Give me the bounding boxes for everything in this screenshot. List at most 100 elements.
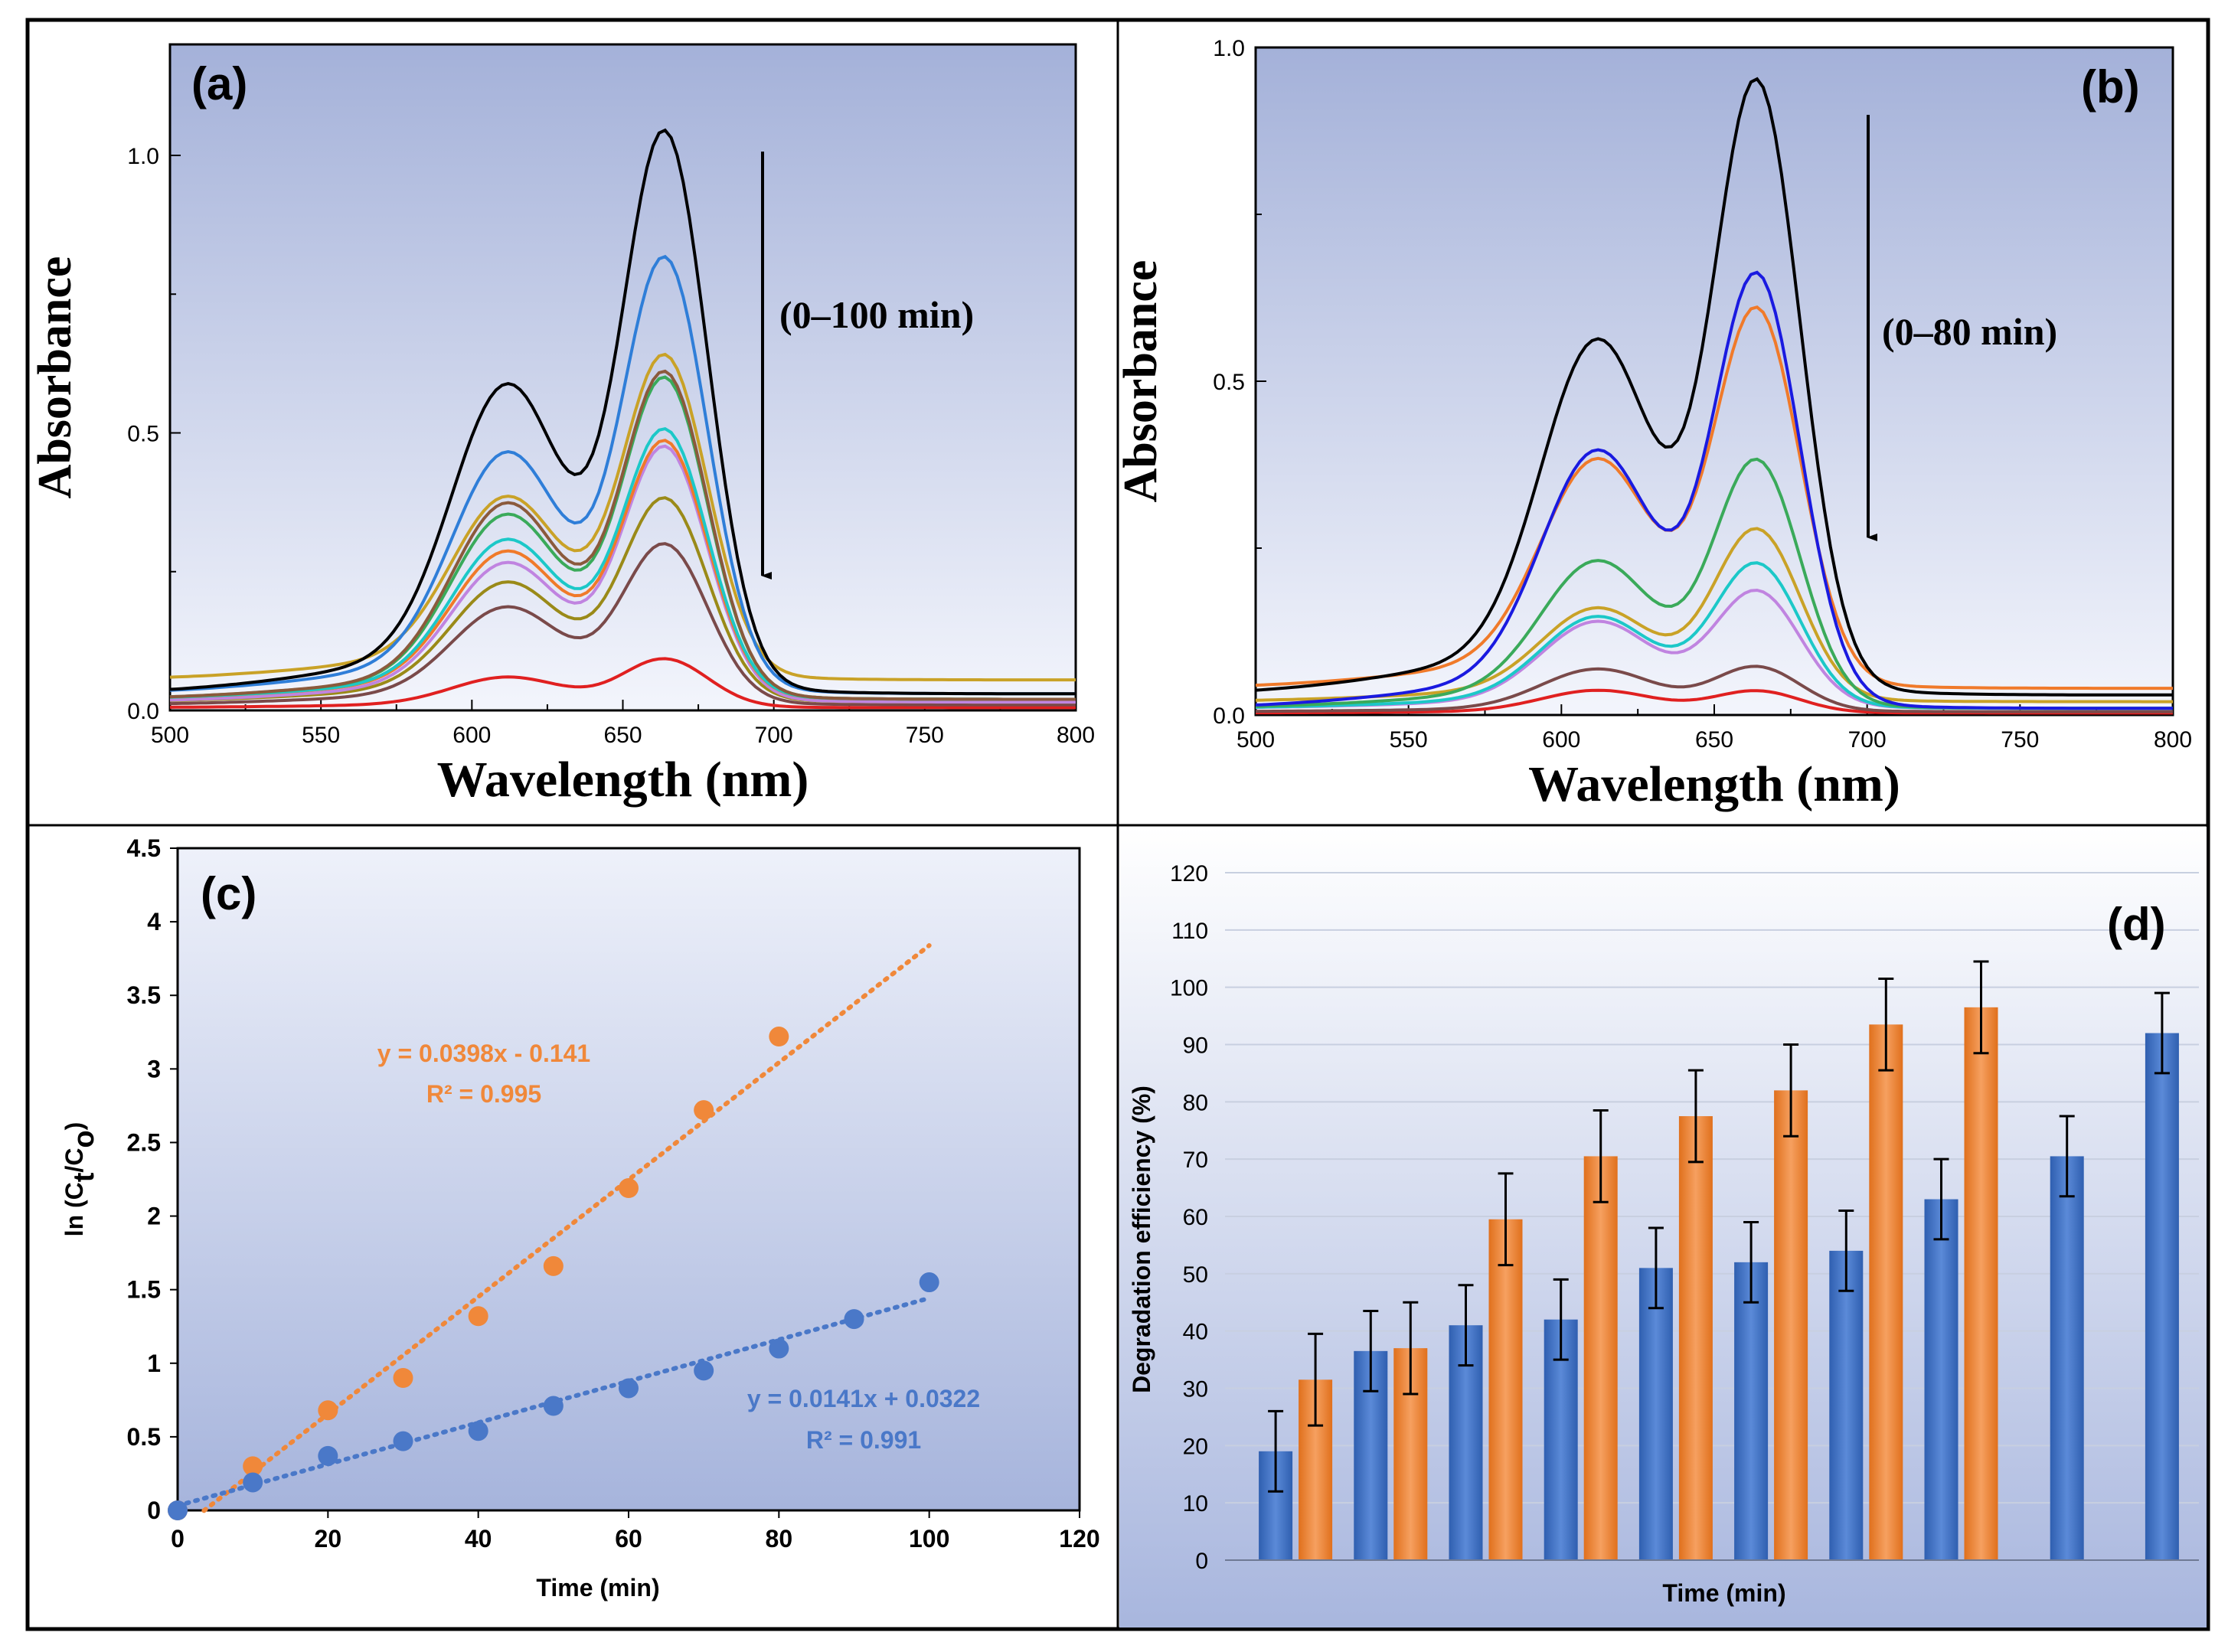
panel-label: (a)	[191, 58, 247, 109]
x-tick-label: 60	[615, 1525, 642, 1552]
x-tick-label: 600	[452, 723, 491, 748]
x-tick-label: 500	[151, 723, 189, 748]
x-tick-label: 650	[603, 723, 642, 748]
y-tick-label: 110	[1171, 919, 1208, 944]
y-tick-label: 0	[147, 1497, 161, 1524]
x-tick-label: 700	[755, 723, 793, 748]
x-tick-label: 800	[1057, 723, 1095, 748]
data-point	[243, 1472, 263, 1493]
y-label-part: ln (C	[60, 1182, 88, 1236]
y-tick-label: 2	[147, 1203, 161, 1230]
spectrum-curve	[1255, 270, 2173, 710]
y-tick-label: 1.0	[127, 144, 159, 169]
panel-label: (b)	[2081, 61, 2140, 113]
plot-area	[168, 43, 1077, 712]
y-tick-label: 2.5	[127, 1128, 161, 1156]
y-label-part: o	[68, 1130, 100, 1148]
y-tick-label: 20	[1183, 1434, 1208, 1459]
spectrum-curve	[1255, 305, 2173, 691]
x-tick-label: 750	[906, 723, 944, 748]
y-tick-label: 30	[1183, 1377, 1208, 1402]
panel-b: 500 550 600 650 700 750 800 0.0 0.5 1.0 (0–80 min)…	[1115, 36, 2192, 812]
x-tick-label: 80	[766, 1525, 793, 1552]
y-tick-label: 80	[1183, 1090, 1208, 1115]
data-point	[694, 1360, 714, 1381]
data-point	[769, 1027, 789, 1047]
bar-orange	[1678, 1116, 1713, 1560]
fit-equation-orange: y = 0.0398x - 0.141	[377, 1040, 590, 1067]
panel-c: 0 20 40 60 80 100 120 0 0.5 1 1.5 2 2.5 3 3.5 4 4.5 y = 0…	[60, 834, 1100, 1601]
x-tick-label: 600	[1542, 727, 1580, 753]
bar-orange	[1488, 1219, 1523, 1560]
x-tick-label: 550	[302, 723, 340, 748]
bar-orange	[1869, 1024, 1903, 1560]
y-tick-label: 120	[1170, 861, 1208, 886]
panel-label: (c)	[201, 868, 256, 919]
x-axis-label: Time (min)	[1662, 1579, 1785, 1607]
y-tick-label: 3	[147, 1055, 161, 1082]
spectrum-curve	[1255, 664, 2173, 713]
data-point	[243, 1456, 263, 1477]
x-tick-label: 550	[1390, 727, 1428, 753]
data-point	[393, 1368, 413, 1388]
time-range-annotation: (0–80 min)	[1882, 310, 2057, 353]
data-point	[844, 1309, 864, 1330]
bar-orange	[1583, 1156, 1618, 1560]
spectrum-curve	[169, 128, 1076, 696]
bar-orange	[1774, 1090, 1808, 1560]
data-point	[468, 1306, 488, 1327]
x-tick-label: 750	[2001, 727, 2039, 753]
spectrum-curve	[169, 444, 1076, 704]
fit-r2-blue: R² = 0.991	[806, 1426, 921, 1454]
fit-line	[201, 943, 932, 1513]
data-point	[919, 1272, 939, 1293]
y-tick-label: 40	[1183, 1320, 1208, 1345]
y-axis-label: Degradation efficiency (%)	[1128, 1086, 1155, 1393]
panel-d: 0 10 20 30 40 50 60 70 80 90 100 110 120 Time (min) De…	[1119, 827, 2207, 1628]
spectrum-curve	[169, 369, 1076, 701]
data-point	[468, 1421, 488, 1441]
spectrum-curve	[1255, 527, 2173, 704]
data-point	[393, 1431, 413, 1451]
x-axis-label: Time (min)	[536, 1574, 659, 1601]
x-axis-label: Wavelength (nm)	[1528, 756, 1900, 812]
y-axis-label: Absorbance	[1115, 260, 1167, 503]
x-tick-label: 40	[465, 1525, 492, 1552]
y-tick-label: 1.0	[1213, 36, 1245, 61]
y-tick-label: 90	[1183, 1033, 1208, 1059]
y-tick-label: 4.5	[127, 834, 161, 862]
data-point	[619, 1178, 639, 1199]
time-range-annotation: (0–100 min)	[779, 293, 974, 336]
spectrum-curve	[169, 542, 1076, 707]
spectrum-curve	[169, 352, 1076, 682]
y-axis-label: ln (Ct/Co)	[60, 1122, 100, 1237]
data-point	[543, 1255, 564, 1276]
bar-orange	[1964, 1007, 1998, 1560]
data-point	[318, 1400, 338, 1421]
y-tick-label: 0.5	[127, 1423, 161, 1451]
bar-blue	[1734, 1262, 1769, 1560]
x-tick-label: 650	[1695, 727, 1733, 753]
y-tick-label: 4	[147, 908, 161, 935]
plot-area	[1254, 46, 2174, 717]
x-tick-label: 20	[315, 1525, 342, 1552]
y-label-part: t	[68, 1172, 100, 1182]
y-tick-label: 0.5	[1213, 370, 1245, 395]
y-tick-label: 1	[147, 1350, 161, 1377]
spectrum-curve	[1255, 77, 2173, 697]
y-label-part: /C	[60, 1148, 88, 1173]
y-tick-label: 1.5	[127, 1276, 161, 1304]
data-point	[168, 1500, 188, 1520]
y-tick-label: 0.5	[127, 422, 159, 447]
y-tick-label: 0.0	[1213, 704, 1245, 729]
data-point	[543, 1396, 564, 1416]
bar-blue	[1638, 1268, 1673, 1560]
data-point	[769, 1338, 789, 1359]
y-tick-label: 0.0	[127, 699, 159, 724]
x-tick-label: 700	[1848, 727, 1887, 753]
y-tick-label: 50	[1183, 1262, 1208, 1288]
bar-blue	[1829, 1250, 1864, 1560]
y-tick-label: 0	[1195, 1549, 1208, 1574]
